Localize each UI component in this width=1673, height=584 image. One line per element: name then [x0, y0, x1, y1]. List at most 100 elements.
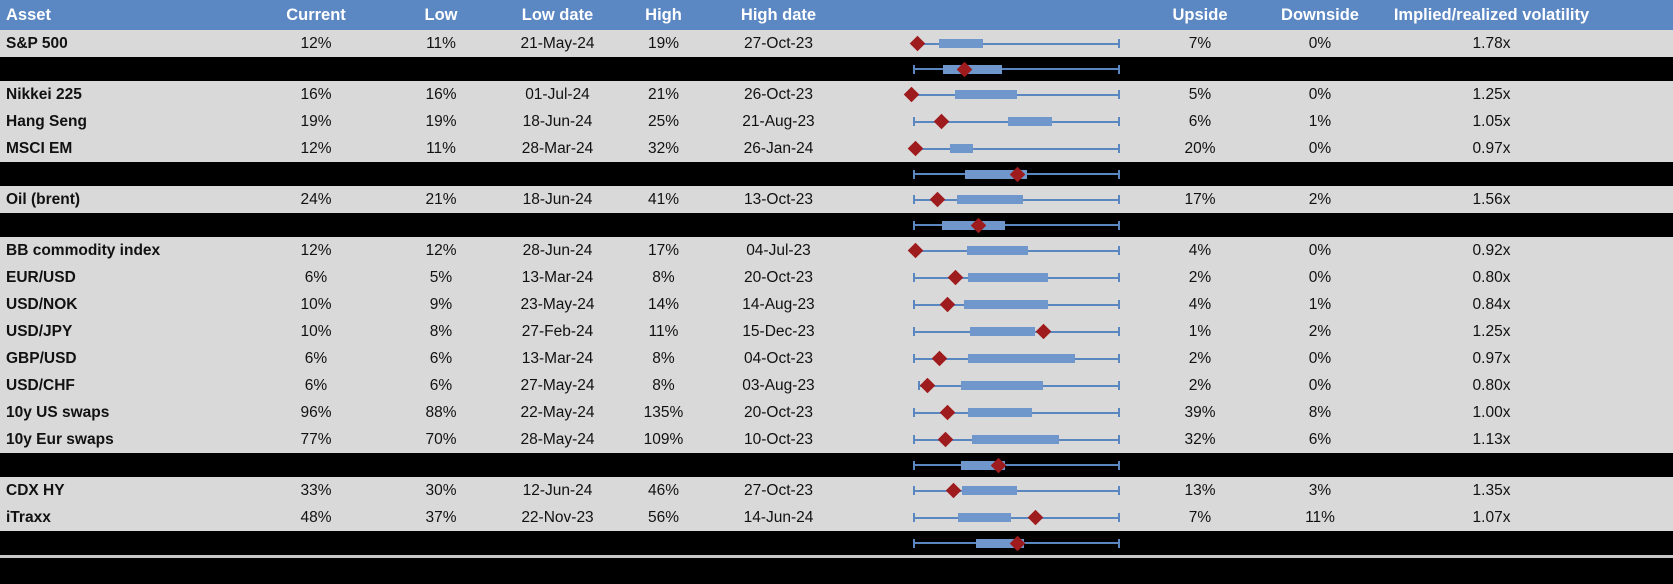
current-diamond-marker [937, 431, 953, 448]
cell-asset: 10y Eur swaps [6, 430, 114, 448]
cell-high_date: 03-Aug-23 [742, 376, 815, 394]
cell-vol [1370, 57, 1673, 81]
cell-upside: 7% [1188, 34, 1212, 52]
cell-asset [0, 57, 250, 81]
cell-low: 30% [425, 481, 457, 499]
cell-vol: 1.78x [1472, 34, 1511, 52]
separator-row [0, 531, 1673, 555]
cell-vol: 1.05x [1472, 112, 1511, 130]
cell-upside: 13% [1184, 481, 1216, 499]
cell-asset: Oil (brent) [6, 190, 81, 208]
current-diamond-marker [910, 35, 926, 52]
iqr-box [968, 354, 1075, 363]
cell-asset: Nikkei 225 [6, 85, 82, 103]
whisker-line [913, 68, 1119, 70]
column-header-asset: Asset [6, 5, 51, 24]
table-row: iTraxx 48% 37% 22-Nov-23 56% 14-Jun-24 7% 11% 1.… [0, 504, 1673, 531]
cell-low_date: 22-May-24 [520, 403, 595, 421]
cell-current: 10% [300, 322, 332, 340]
cell-downside: 2% [1308, 322, 1332, 340]
cell-high: 21% [647, 85, 680, 103]
boxplot-canvas [845, 453, 1130, 477]
cell-downside: 1% [1308, 112, 1332, 130]
cell-asset [0, 453, 250, 477]
cell-low_date: 27-May-24 [520, 376, 595, 394]
whisker-cap-left [913, 513, 916, 522]
bottom-band [0, 563, 1673, 584]
volatility-boxplot [845, 162, 1130, 186]
iqr-box [957, 195, 1024, 204]
cell-current: 33% [300, 481, 332, 499]
whisker-cap-right [1118, 354, 1121, 363]
cell-high_date: 27-Oct-23 [744, 34, 813, 52]
whisker-cap-left [913, 435, 916, 444]
boxplot-canvas [845, 291, 1130, 318]
cell-downside: 1% [1308, 295, 1332, 313]
cell-vol [1370, 162, 1673, 186]
whisker-cap-left [913, 220, 916, 230]
cell-asset: GBP/USD [6, 349, 77, 367]
cell-high: 135% [643, 403, 684, 421]
cell-downside: 0% [1308, 376, 1332, 394]
cell-high: 8% [652, 268, 675, 286]
cell-asset: MSCI EM [6, 139, 73, 157]
whisker-cap-right [1118, 538, 1121, 548]
cell-low: 6% [429, 349, 453, 367]
current-diamond-marker [908, 140, 924, 157]
cell-vol: 0.92x [1472, 241, 1511, 259]
current-diamond-marker [908, 242, 924, 259]
cell-low_date: 01-Jul-24 [525, 85, 590, 103]
cell-current: 96% [300, 403, 332, 421]
cell-asset: 10y US swaps [6, 403, 110, 421]
column-header-current: Current [286, 5, 346, 24]
whisker-cap-left [913, 460, 916, 470]
whisker-cap-right [1118, 300, 1121, 309]
volatility-boxplot [845, 237, 1130, 264]
cell-upside: 39% [1184, 403, 1216, 421]
column-header-downside: Downside [1281, 5, 1359, 24]
iqr-box [964, 300, 1048, 309]
whisker-cap-left [913, 64, 916, 74]
cell-downside [1270, 531, 1370, 555]
cell-low_date: 12-Jun-24 [522, 481, 593, 499]
whisker-line [913, 516, 1119, 519]
cell-current: 16% [300, 85, 332, 103]
cell-upside [1130, 453, 1270, 477]
whisker-cap-left [913, 195, 916, 204]
cell-high [615, 213, 712, 237]
cell-high_date [712, 453, 845, 477]
boxplot-canvas [845, 57, 1130, 81]
cell-low [382, 453, 500, 477]
column-header-vol: Implied/realized volatility [1393, 5, 1590, 24]
volatility-boxplot [845, 108, 1130, 135]
volatility-boxplot [845, 477, 1130, 504]
whisker-cap-left [913, 273, 916, 282]
column-header-low_date: Low date [521, 5, 594, 24]
cell-current: 12% [300, 34, 332, 52]
cell-upside [1130, 213, 1270, 237]
cell-vol: 1.56x [1472, 190, 1511, 208]
volatility-boxplot [845, 30, 1130, 57]
cell-low_date [500, 531, 615, 555]
whisker-cap-right [1118, 39, 1121, 48]
cell-high_date [712, 213, 845, 237]
cell-low_date: 13-Mar-24 [521, 349, 594, 367]
cell-low: 11% [426, 34, 456, 52]
cell-asset: USD/NOK [6, 295, 78, 313]
cell-vol: 0.97x [1472, 349, 1511, 367]
whisker-cap-right [1118, 327, 1121, 336]
cell-high_date [712, 162, 845, 186]
cell-upside [1130, 57, 1270, 81]
iqr-box [939, 39, 983, 48]
cell-downside: 0% [1308, 139, 1332, 157]
separator-row [0, 57, 1673, 81]
cell-low [382, 57, 500, 81]
iqr-box [962, 486, 1018, 495]
cell-low_date: 18-Jun-24 [522, 190, 593, 208]
boxplot-canvas [845, 135, 1130, 162]
cell-low: 9% [429, 295, 453, 313]
whisker-cap-left [913, 327, 916, 336]
cell-upside [1130, 162, 1270, 186]
cell-high [615, 453, 712, 477]
cell-high: 109% [643, 430, 684, 448]
